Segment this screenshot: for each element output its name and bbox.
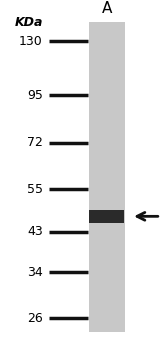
Text: 43: 43	[27, 225, 43, 238]
Text: 72: 72	[27, 136, 43, 149]
Text: A: A	[101, 1, 112, 16]
Bar	[89, 22, 125, 332]
Text: 26: 26	[27, 312, 43, 325]
Text: 95: 95	[27, 89, 43, 102]
Text: 55: 55	[27, 183, 43, 196]
Bar	[89, 210, 124, 223]
Text: 34: 34	[27, 266, 43, 279]
Text: KDa: KDa	[14, 16, 43, 29]
Text: 130: 130	[19, 35, 43, 48]
